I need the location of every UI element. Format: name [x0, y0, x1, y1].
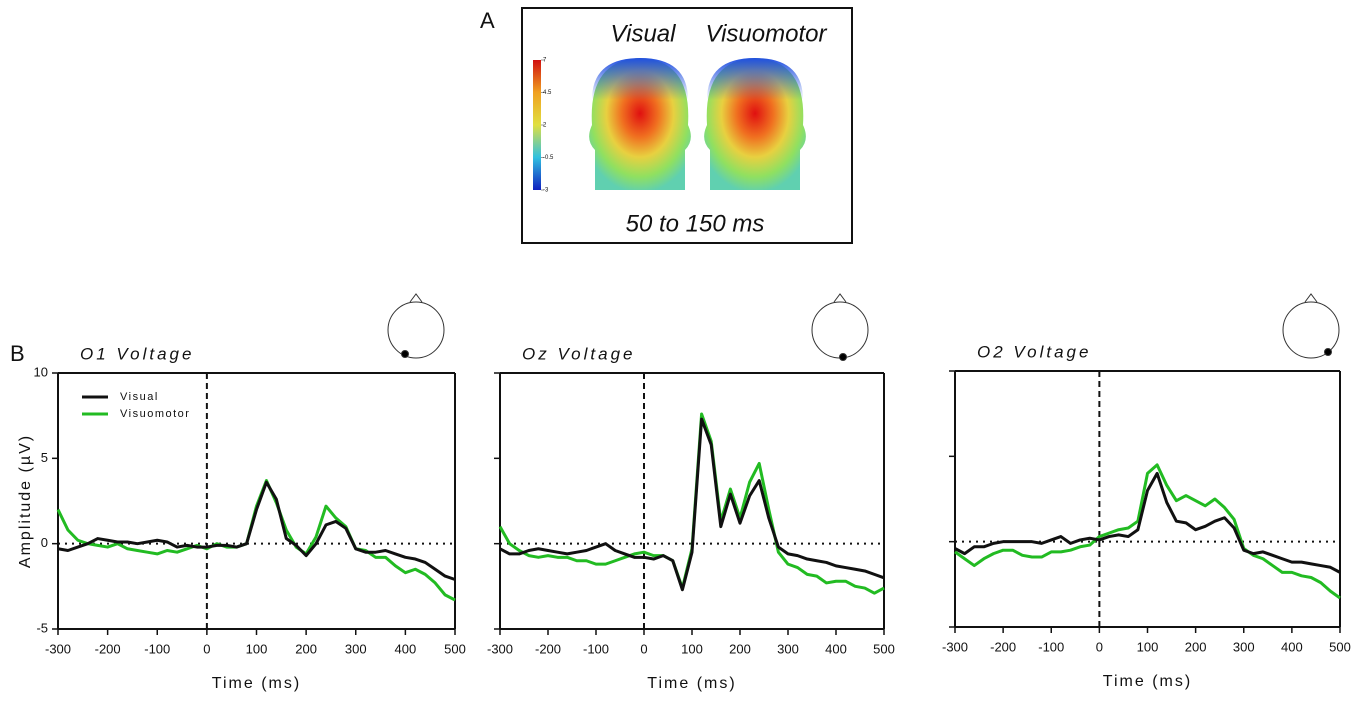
x-tick-label: 100	[1137, 639, 1159, 654]
x-tick-label: -300	[942, 639, 968, 654]
x-tick-label: -200	[95, 641, 121, 656]
y-tick-label: 10	[34, 364, 48, 379]
topo-label: Visuomotor	[706, 20, 828, 47]
x-tick-label: 300	[1233, 639, 1255, 654]
x-tick-label: -100	[144, 641, 170, 656]
x-tick-label: 300	[777, 641, 799, 656]
y-tick-label: 0	[41, 535, 48, 550]
legend-label: Visuomotor	[120, 408, 190, 420]
x-tick-label: 0	[640, 641, 647, 656]
x-tick-label: 0	[1096, 639, 1103, 654]
panel-label: A	[480, 8, 495, 33]
legend-label: Visual	[120, 391, 159, 403]
chart-title: O2 Voltage	[977, 342, 1091, 361]
x-tick-label: 200	[1185, 639, 1207, 654]
x-tick-label: 100	[246, 641, 268, 656]
panel-box	[521, 7, 853, 244]
colorbar-tick-label: 4.5	[543, 90, 552, 96]
x-tick-label: 400	[825, 641, 847, 656]
x-tick-label: 100	[681, 641, 703, 656]
x-tick-label: 400	[1281, 639, 1303, 654]
x-tick-label: -100	[1038, 639, 1064, 654]
head-visuomotor	[704, 58, 806, 190]
x-axis-label: Time (ms)	[212, 675, 301, 692]
series-line	[954, 471, 1341, 574]
series-line	[954, 463, 1341, 600]
chart-title: Oz Voltage	[522, 344, 635, 363]
x-tick-label: 300	[345, 641, 367, 656]
topo-label: Visual	[611, 20, 677, 47]
head-visual	[589, 58, 691, 190]
x-tick-label: -100	[583, 641, 609, 656]
x-axis-label: Time (ms)	[1103, 673, 1192, 690]
series-line	[57, 480, 456, 581]
colorbar-tick-label: -3	[543, 188, 549, 194]
colorbar-tick-label: 7	[543, 58, 547, 64]
x-tick-label: 400	[395, 641, 417, 656]
x-tick-label: -300	[487, 641, 513, 656]
x-tick-label: 200	[295, 641, 317, 656]
series-line	[56, 479, 456, 602]
x-tick-label: 500	[444, 641, 466, 656]
scalp-icon	[387, 293, 1340, 361]
series-line	[498, 412, 885, 595]
topo-caption: 50 to 150 ms	[626, 210, 765, 237]
y-axis-label: Amplitude (µV)	[17, 434, 34, 568]
colorbar-tick-label: 2	[543, 123, 547, 129]
colorbar-tick-label: -0.5	[543, 155, 554, 161]
chart-title: O1 Voltage	[80, 344, 194, 363]
x-tick-label: 500	[873, 641, 895, 656]
x-tick-label: -300	[45, 641, 71, 656]
x-tick-label: -200	[535, 641, 561, 656]
y-tick-label: -5	[36, 620, 48, 635]
x-tick-label: 200	[729, 641, 751, 656]
series-line	[499, 417, 885, 592]
x-tick-label: 0	[203, 641, 210, 656]
x-tick-label: 500	[1329, 639, 1351, 654]
x-axis-label: Time (ms)	[647, 675, 736, 692]
x-tick-label: -200	[990, 639, 1016, 654]
y-tick-label: 5	[41, 450, 48, 465]
colorbar	[533, 60, 541, 190]
panel-label: B	[10, 341, 25, 366]
